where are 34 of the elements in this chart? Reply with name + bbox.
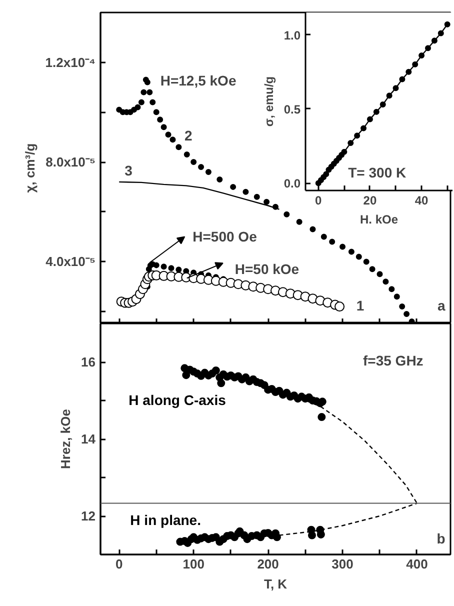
y-tick-label: 12 [81,508,96,524]
annotation: 3 [124,162,133,178]
annotation: H=500 Oe [192,228,258,245]
annotation: T= 300 K [348,164,406,181]
x-tick-label: 0 [116,556,123,572]
y-tick-label: 0.5 [284,102,301,116]
series-label: H along C-axis [128,392,226,408]
x-axis-title: H. kOe [360,212,398,226]
y-axis-title: χ, cm³/g [22,143,38,193]
y-tick-label: 8.0x10⁻⁵ [46,154,96,170]
y-tick-label: 1.0 [284,28,301,42]
x-tick-label: 40 [414,194,429,208]
annotation: H=12,5 kOe [160,72,236,89]
annotation: b [436,530,446,546]
x-tick-label: 300 [332,556,354,572]
y-axis-title: σ, emu/g [262,76,276,127]
y-axis-title: Hrez, kOe [58,409,74,469]
annotation: f=35 GHz [363,352,424,368]
x-tick-label: 0 [315,194,322,208]
x-tick-label: 400 [406,556,428,572]
annotation: 2 [184,127,192,144]
x-axis-title: T, K [264,576,288,592]
annotation: H=50 kOe [234,261,300,278]
x-tick-label: 100 [182,556,204,572]
y-tick-label: 14 [81,432,96,446]
y-tick-label: 4.0x10⁻⁵ [46,254,96,270]
series-label: H in plane. [130,512,201,528]
annotation: a [437,297,446,314]
y-tick-label: 16 [81,354,96,370]
x-tick-label: 200 [257,556,279,572]
y-tick-label: 0.0 [284,176,301,191]
annotation: 1 [356,297,364,314]
x-tick-label: 20 [363,194,377,208]
y-tick-label: 1.2x10⁻⁴ [45,54,96,70]
